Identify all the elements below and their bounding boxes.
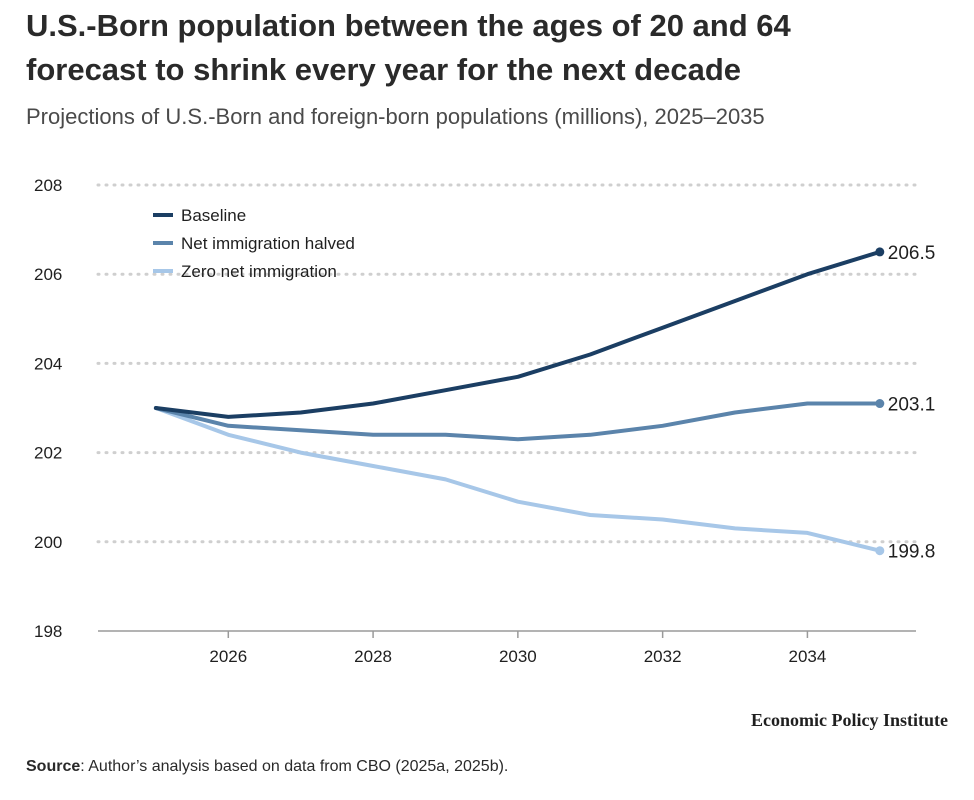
series-end-label-1: 206.5 <box>888 243 936 264</box>
legend-label-3: Zero net immigration <box>181 262 337 281</box>
x-tick-label: 2034 <box>789 647 827 666</box>
gridlines <box>96 183 918 544</box>
series-line-2 <box>153 401 882 442</box>
legend-label-2: Net immigration halved <box>181 234 355 253</box>
chart-title-line-2: forecast to shrink every year for the ne… <box>26 52 742 87</box>
y-tick-label: 200 <box>34 533 62 552</box>
y-tick-label: 198 <box>34 622 62 641</box>
series-end-point-1 <box>875 247 885 257</box>
y-tick-label: 206 <box>34 265 62 284</box>
y-tick-label: 204 <box>34 354 62 373</box>
x-tick-label: 2028 <box>354 647 392 666</box>
source-label: Source <box>26 758 81 775</box>
series-end-point-3 <box>875 546 885 556</box>
chart-subtitle: Projections of U.S.-Born and foreign-bor… <box>26 104 765 129</box>
source-note: Source: Author’s analysis based on data … <box>26 758 508 776</box>
x-tick-label: 2030 <box>499 647 537 666</box>
y-tick-label: 208 <box>34 176 62 195</box>
x-tick-label: 2032 <box>644 647 682 666</box>
y-tick-label: 202 <box>34 444 62 463</box>
series-lines: 199.8 203.1 206.5 <box>153 243 936 563</box>
series-end-label-3: 199.8 <box>888 542 936 563</box>
x-tick-label: 2026 <box>209 647 247 666</box>
legend: Baseline Net immigration halved Zero net i… <box>153 206 355 281</box>
series-end-label-2: 203.1 <box>888 395 936 416</box>
series-end-point-2 <box>875 399 885 409</box>
chart-title: U.S.-Born population between the ages of… <box>26 4 956 92</box>
source-text: : Author’s analysis based on data from C… <box>80 758 509 775</box>
brand-logo: Economic Policy Institute <box>751 710 948 730</box>
axes: 198 200 202 204 206 208 2026 2028 2030 2032 2034 <box>34 176 916 666</box>
series-line-3 <box>153 406 882 553</box>
chart-title-line-1: U.S.-Born population between the ages of… <box>26 8 791 43</box>
series-line-1 <box>153 249 882 419</box>
legend-label-1: Baseline <box>181 206 246 225</box>
